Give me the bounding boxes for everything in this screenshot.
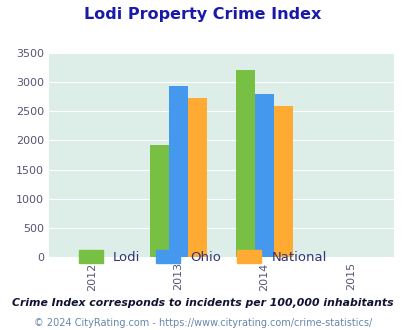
Text: Crime Index corresponds to incidents per 100,000 inhabitants: Crime Index corresponds to incidents per… bbox=[12, 298, 393, 308]
Legend: Lodi, Ohio, National: Lodi, Ohio, National bbox=[73, 245, 332, 269]
Bar bbox=[187, 98, 206, 257]
Text: © 2024 CityRating.com - https://www.cityrating.com/crime-statistics/: © 2024 CityRating.com - https://www.city… bbox=[34, 318, 371, 328]
Bar bbox=[168, 86, 187, 257]
Bar bbox=[149, 145, 168, 257]
Text: Lodi Property Crime Index: Lodi Property Crime Index bbox=[84, 7, 321, 22]
Bar bbox=[235, 70, 254, 257]
Bar bbox=[273, 106, 292, 257]
Bar bbox=[254, 94, 273, 257]
